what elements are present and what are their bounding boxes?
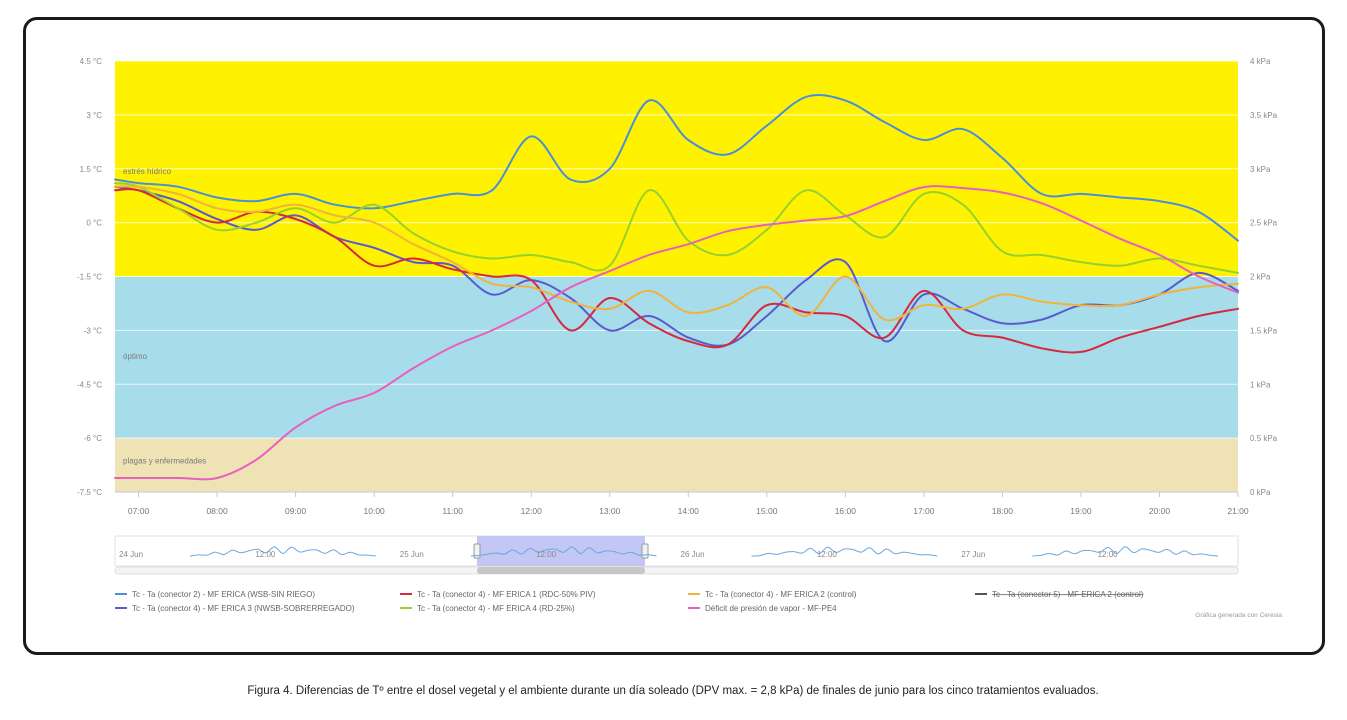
legend-item-2[interactable]: Tc - Ta (conector 4) - MF ERICA 1 (RDC-5… xyxy=(400,590,596,599)
right-tick-label: 1 kPa xyxy=(1250,380,1271,389)
x-tick-label: 21:00 xyxy=(1227,506,1249,516)
legend-label: Tc - Ta (conector 4) - MF ERICA 3 (NWSB-… xyxy=(132,604,355,613)
legend-label: Tc - Ta (conector 4) - MF ERICA 2 (contr… xyxy=(705,590,857,599)
navigator-label: 25 Jun xyxy=(400,550,424,559)
x-tick-label: 15:00 xyxy=(756,506,778,516)
navigator-mini-line xyxy=(470,546,657,557)
series-line-3 xyxy=(114,187,1239,354)
zone-label-ptimo: óptimo xyxy=(123,352,148,361)
x-tick-label: 14:00 xyxy=(678,506,700,516)
series-line-1 xyxy=(114,94,1239,242)
right-tick-label: 2.5 kPa xyxy=(1250,219,1278,228)
series-line-5 xyxy=(114,185,1239,322)
x-tick-label: 11:00 xyxy=(442,506,463,516)
zone-label-plagas-y-enfermedades: plagas y enfermedades xyxy=(123,456,206,465)
navigator-label: 12:00 xyxy=(1098,550,1119,559)
legend-item-5[interactable]: Tc - Ta (conector 4) - MF ERICA 3 (NWSB-… xyxy=(115,604,355,613)
navigator-scrollbar-track[interactable] xyxy=(114,566,1239,575)
left-tick-label: 3 °C xyxy=(86,111,102,120)
legend-label: Déficit de presión de vapor - MF-PE4 xyxy=(705,604,837,613)
x-tick-label: 17:00 xyxy=(913,506,935,516)
legend-label: Tc - Ta (conector 4) - MF ERICA 1 (RDC-5… xyxy=(417,590,596,599)
navigator-label: 12:00 xyxy=(255,550,276,559)
right-tick-label: 0 kPa xyxy=(1250,488,1271,497)
left-tick-label: 4.5 °C xyxy=(80,57,103,66)
series-line-4 xyxy=(114,182,1239,274)
navigator-mini-line xyxy=(1032,546,1219,557)
right-tick-label: 1.5 kPa xyxy=(1250,326,1278,335)
zone-label-estr-s-h-drico: estrés hídrico xyxy=(123,167,172,176)
x-tick-label: 19:00 xyxy=(1070,506,1092,516)
x-tick-label: 20:00 xyxy=(1149,506,1171,516)
navigator-selection[interactable] xyxy=(477,536,645,566)
left-tick-label: -6 °C xyxy=(84,434,103,443)
navigator-area[interactable] xyxy=(114,535,1239,567)
navigator-scrollbar-thumb[interactable] xyxy=(477,567,645,574)
navigator-label: 27 Jun xyxy=(961,550,985,559)
navigator-mini-line xyxy=(751,546,938,557)
figure-caption: Figura 4. Diferencias de Tº entre el dos… xyxy=(247,685,1098,697)
right-tick-label: 3 kPa xyxy=(1250,165,1271,174)
x-tick-label: 13:00 xyxy=(599,506,621,516)
navigator-label: 12:00 xyxy=(536,550,557,559)
right-tick-label: 2 kPa xyxy=(1250,273,1271,282)
navigator-mini-line xyxy=(189,546,376,557)
left-tick-label: 0 °C xyxy=(86,219,102,228)
left-tick-label: -1.5 °C xyxy=(77,273,102,282)
legend-label: Tc - Ta (conector 5) - MF ERICA 2 (contr… xyxy=(992,590,1144,599)
right-tick-label: 0.5 kPa xyxy=(1250,434,1278,443)
left-tick-label: -7.5 °C xyxy=(77,488,102,497)
series-line-2 xyxy=(114,185,1239,347)
navigator-label: 12:00 xyxy=(817,550,838,559)
legend-item-4[interactable]: Tc - Ta (conector 5) - MF ERICA 2 (contr… xyxy=(975,590,1144,599)
navigator-handle[interactable] xyxy=(473,543,481,559)
legend-item-3[interactable]: Tc - Ta (conector 4) - MF ERICA 2 (contr… xyxy=(688,590,857,599)
legend-item-6[interactable]: Tc - Ta (conector 4) - MF ERICA 4 (RD-25… xyxy=(400,604,575,613)
x-tick-label: 08:00 xyxy=(206,506,228,516)
navigator-label: 26 Jun xyxy=(681,550,705,559)
band-ptimo xyxy=(115,276,1238,439)
x-tick-label: 16:00 xyxy=(835,506,857,516)
credit-label: Gráfica generada con Ceresia xyxy=(1195,612,1282,619)
right-tick-label: 3.5 kPa xyxy=(1250,111,1278,120)
legend-label: Tc - Ta (conector 4) - MF ERICA 4 (RD-25… xyxy=(417,604,575,613)
right-tick-label: 4 kPa xyxy=(1250,57,1271,66)
legend-label: Tc - Ta (conector 2) - MF ERICA (WSB-SIN… xyxy=(132,590,315,599)
band-plagas-y-enfermedades xyxy=(115,438,1238,492)
x-tick-label: 09:00 xyxy=(285,506,307,516)
legend-item-7[interactable]: Déficit de presión de vapor - MF-PE4 xyxy=(688,604,837,613)
left-tick-label: -4.5 °C xyxy=(77,380,102,389)
x-tick-label: 18:00 xyxy=(992,506,1014,516)
navigator-label: 24 Jun xyxy=(119,550,143,559)
left-tick-label: 1.5 °C xyxy=(80,165,103,174)
x-tick-label: 12:00 xyxy=(521,506,543,516)
series-line-6 xyxy=(114,185,1239,481)
legend-item-1[interactable]: Tc - Ta (conector 2) - MF ERICA (WSB-SIN… xyxy=(115,590,315,599)
navigator-handle[interactable] xyxy=(641,543,649,559)
left-tick-label: -3 °C xyxy=(84,326,103,335)
x-tick-label: 07:00 xyxy=(128,506,150,516)
x-tick-label: 10:00 xyxy=(364,506,386,516)
